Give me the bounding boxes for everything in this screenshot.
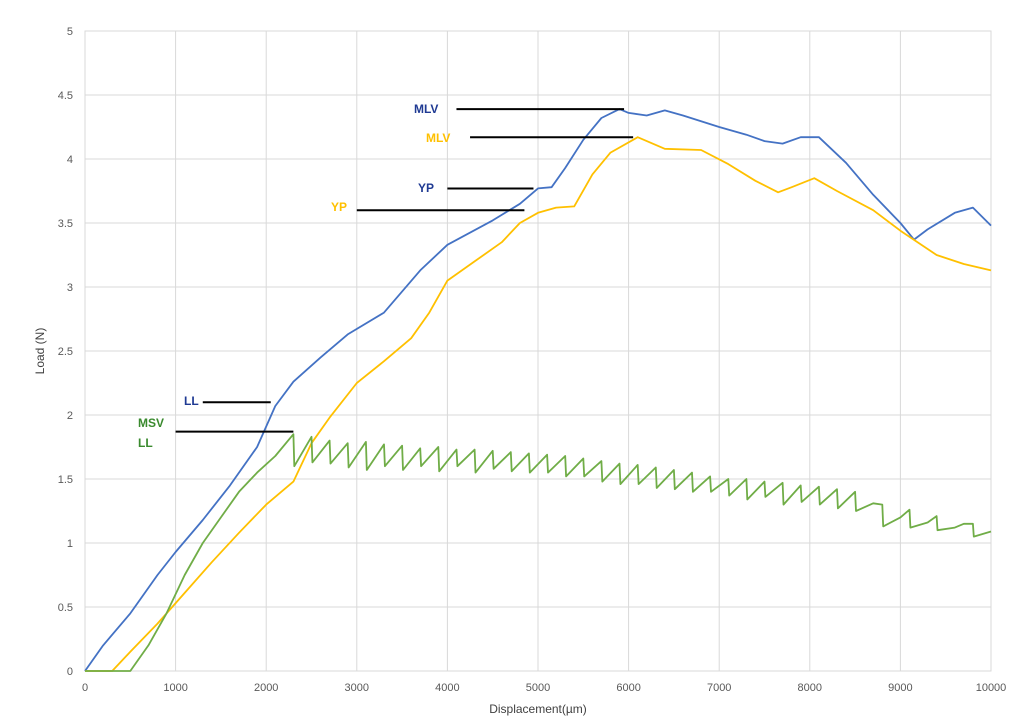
x-tick-label: 6000 xyxy=(616,682,640,694)
x-tick-label: 10000 xyxy=(976,682,1007,694)
x-tick-label: 3000 xyxy=(345,682,369,694)
y-tick-label: 2 xyxy=(67,410,73,422)
annotation-label: LL xyxy=(138,436,153,450)
x-tick-label: 8000 xyxy=(798,682,822,694)
y-tick-label: 0 xyxy=(67,666,73,678)
series-lines xyxy=(84,108,992,672)
y-tick-label: 3.5 xyxy=(58,218,73,230)
y-tick-label: 1 xyxy=(67,538,73,550)
grid xyxy=(84,30,992,672)
x-tick-label: 5000 xyxy=(526,682,550,694)
y-tick-label: 0.5 xyxy=(58,602,73,614)
annotation-label: YP xyxy=(331,200,347,214)
y-tick-label: 2.5 xyxy=(58,346,73,358)
y-tick-label: 1.5 xyxy=(58,474,73,486)
series-line-2 xyxy=(85,136,992,672)
x-tick-label: 2000 xyxy=(254,682,278,694)
annotation-label: LL xyxy=(184,394,199,408)
series-line-1 xyxy=(84,108,992,672)
x-axis-title: Displacement(µm) xyxy=(489,702,587,716)
x-tick-label: 0 xyxy=(82,682,88,694)
y-tick-label: 4 xyxy=(67,154,73,166)
x-tick-label: 1000 xyxy=(163,682,187,694)
annotation-label: MLV xyxy=(414,102,438,116)
annotation-label: MLV xyxy=(426,131,450,145)
x-tick-label: 7000 xyxy=(707,682,731,694)
series-line-3 xyxy=(85,433,992,672)
annotations: MLV MLV YP YP LL MSV LL xyxy=(138,102,634,450)
x-tick-label: 4000 xyxy=(435,682,459,694)
annotation-label: MSV xyxy=(138,416,164,430)
x-tick-label: 9000 xyxy=(888,682,912,694)
y-axis-title: Load (N) xyxy=(33,328,47,375)
y-tick-label: 5 xyxy=(67,26,73,38)
annotation-label: YP xyxy=(418,181,434,195)
y-tick-label: 4.5 xyxy=(58,90,73,102)
y-tick-label: 3 xyxy=(67,282,73,294)
axis-ticks: 0 0.5 1 1.5 2 2.5 3 3.5 4 4.5 5 0 1000 2000 3000 4000 50… xyxy=(58,26,1007,694)
